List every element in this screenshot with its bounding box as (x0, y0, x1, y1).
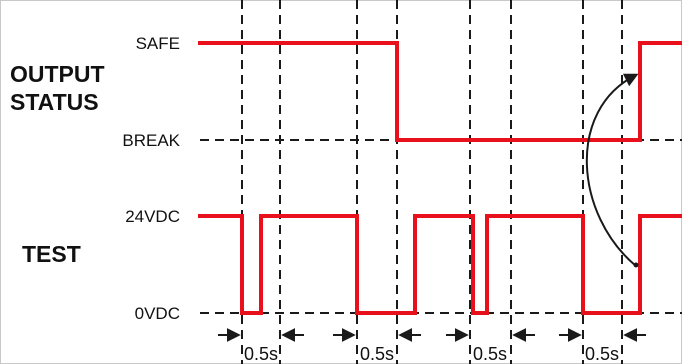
level-reference-lines (200, 139, 682, 314)
cause-arrow-icon (585, 73, 639, 267)
break-level-label: BREAK (122, 131, 180, 150)
test-waveform (198, 214, 682, 315)
24vdc-level-label: 24VDC (125, 207, 180, 226)
safe-level-label: SAFE (136, 34, 180, 53)
cause-arrow-origin-dot (633, 262, 639, 268)
vertical-guide-lines (241, 0, 623, 364)
interval-label: 0.5s (360, 344, 394, 364)
interval-label: 0.5s (585, 344, 619, 364)
test-label: TEST (22, 241, 81, 267)
interval-label: 0.5s (244, 344, 278, 364)
output-status-waveform (198, 41, 682, 142)
0vdc-level-label: 0VDC (135, 304, 180, 323)
output-status-label-line1: OUTPUT (10, 61, 105, 87)
interval-label: 0.5s (473, 344, 507, 364)
output-status-label-line2: STATUS (10, 89, 99, 115)
